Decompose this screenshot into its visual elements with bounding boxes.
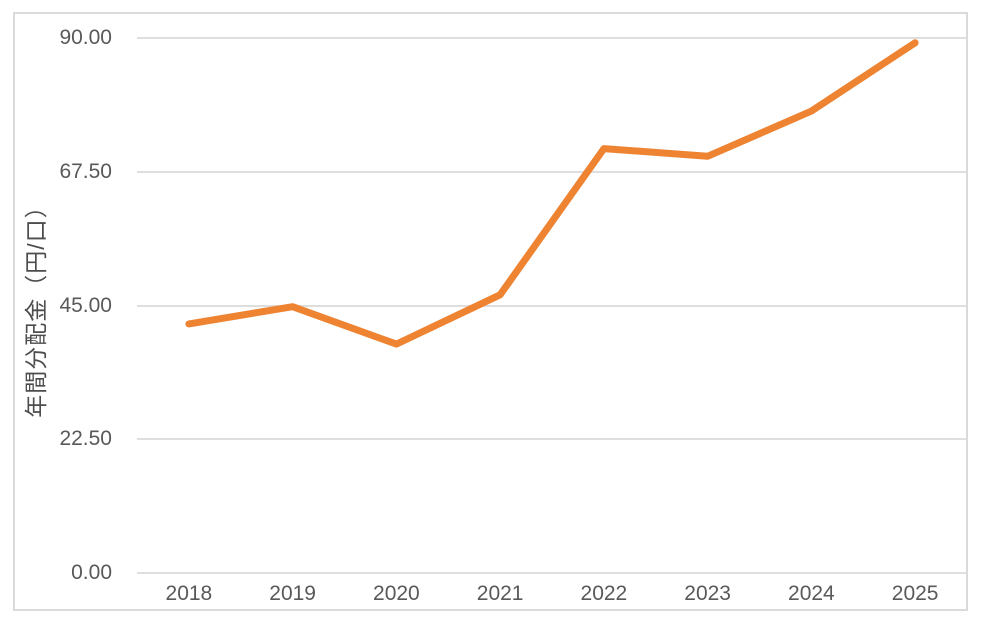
x-tick-label: 2021 xyxy=(476,582,524,605)
gridline xyxy=(137,572,967,574)
gridline xyxy=(137,170,967,173)
x-tick-label: 2018 xyxy=(165,582,213,605)
x-tick-label: 2024 xyxy=(788,582,835,605)
gridline xyxy=(137,37,967,39)
y-tick-label: 22.50 xyxy=(59,427,112,451)
x-tick-label: 2023 xyxy=(684,582,731,605)
gridline xyxy=(137,438,967,441)
x-tick-label: 2019 xyxy=(269,582,316,605)
gridline xyxy=(137,304,967,307)
plot-frame xyxy=(13,12,968,611)
y-tick-label: 0.00 xyxy=(71,561,112,584)
data-line xyxy=(185,39,919,348)
y-tick-label: 45.00 xyxy=(59,293,112,317)
x-tick-label: 2022 xyxy=(580,582,628,605)
x-tick-label: 2025 xyxy=(891,582,939,605)
y-tick-label: 90.00 xyxy=(59,26,112,49)
x-tick-label: 2020 xyxy=(373,582,420,605)
y-tick-label: 67.50 xyxy=(59,159,112,183)
